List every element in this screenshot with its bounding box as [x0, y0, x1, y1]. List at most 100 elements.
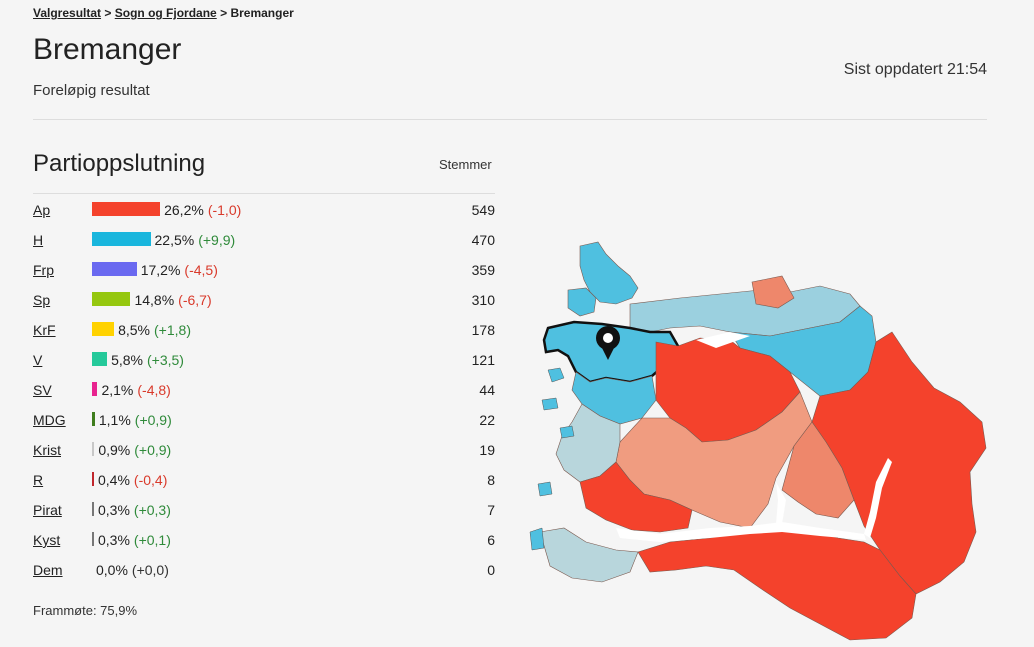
party-row: SV 2,1% (-4,8) 44: [33, 375, 495, 405]
party-row: KrF 8,5% (+1,8) 178: [33, 315, 495, 345]
party-row: Kyst 0,3% (+0,1) 6: [33, 525, 495, 555]
party-percent-value: 0,3%: [98, 532, 130, 548]
party-name-link[interactable]: H: [33, 232, 44, 248]
party-share-bar: [92, 502, 94, 516]
party-change-value: (+0,1): [133, 532, 171, 548]
map-region[interactable]: [567, 287, 597, 317]
party-percentage: 22,5% (+9,9): [155, 232, 236, 248]
party-percentage: 14,8% (-6,7): [134, 292, 211, 308]
municipality-map: [529, 241, 987, 641]
party-votes: 470: [471, 232, 495, 248]
party-percentage: 5,8% (+3,5): [111, 352, 184, 368]
party-row: Dem 0,0% (+0,0) 0: [33, 555, 495, 585]
party-row: Pirat 0,3% (+0,3) 7: [33, 495, 495, 525]
party-name-link[interactable]: Kyst: [33, 532, 61, 548]
party-votes: 0: [487, 562, 495, 578]
party-name-link[interactable]: KrF: [33, 322, 56, 338]
party-votes: 6: [487, 532, 495, 548]
party-percentage: 0,9% (+0,9): [98, 442, 171, 458]
party-votes: 549: [471, 202, 495, 218]
party-share-bar: [92, 352, 108, 366]
party-percentage: 0,4% (-0,4): [98, 472, 167, 488]
party-votes: 44: [479, 382, 495, 398]
party-votes: 8: [487, 472, 495, 488]
party-share-bar: [92, 262, 137, 276]
party-percent-value: 8,5%: [118, 322, 151, 338]
fjord: [776, 482, 786, 524]
party-percent-value: 0,0%: [96, 562, 128, 578]
island: [537, 481, 553, 497]
page-subtitle: Foreløpig resultat: [33, 82, 150, 99]
breadcrumb-separator: >: [104, 6, 112, 20]
party-row: Sp 14,8% (-6,7) 310: [33, 285, 495, 315]
votes-column-header: Stemmer: [439, 157, 492, 172]
party-percentage: 1,1% (+0,9): [99, 412, 172, 428]
party-share-bar: [92, 532, 94, 546]
breadcrumb: Valgresultat > Sogn og Fjordane > Breman…: [33, 6, 294, 20]
party-change-value: (+0,0): [131, 562, 169, 578]
turnout: Frammøte: 75,9%: [33, 603, 138, 618]
map-region[interactable]: [751, 275, 795, 309]
party-share-bar: [92, 292, 131, 306]
party-votes: 359: [471, 262, 495, 278]
party-name-link[interactable]: Ap: [33, 202, 51, 218]
party-name-link[interactable]: Dem: [33, 562, 63, 578]
party-name-link[interactable]: Frp: [33, 262, 54, 278]
island: [541, 397, 559, 411]
party-name-link[interactable]: Sp: [33, 292, 51, 308]
party-row: MDG 1,1% (+0,9) 22: [33, 405, 495, 435]
party-votes: 121: [471, 352, 495, 368]
party-votes: 178: [471, 322, 495, 338]
party-votes: 7: [487, 502, 495, 518]
party-change-value: (+1,8): [154, 322, 191, 338]
map-region[interactable]: [579, 461, 693, 533]
party-share-bar: [92, 382, 98, 396]
party-change-value: (-6,7): [178, 292, 212, 308]
party-votes: 310: [471, 292, 495, 308]
party-votes: 19: [479, 442, 495, 458]
party-percent-value: 26,2%: [164, 202, 204, 218]
party-change-value: (+0,9): [134, 442, 172, 458]
map-pin-icon[interactable]: [596, 326, 620, 360]
island: [559, 425, 575, 439]
party-name-link[interactable]: R: [33, 472, 44, 488]
breadcrumb-link-sogn-og-fjordane[interactable]: Sogn og Fjordane: [114, 6, 217, 20]
party-row: V 5,8% (+3,5) 121: [33, 345, 495, 375]
party-change-value: (+3,5): [147, 352, 184, 368]
party-percentage: 8,5% (+1,8): [118, 322, 191, 338]
island: [547, 367, 565, 383]
party-percent-value: 17,2%: [140, 262, 181, 278]
breadcrumb-separator: >: [220, 6, 228, 20]
party-percentage: 2,1% (-4,8): [101, 382, 170, 398]
party-percentage: 26,2% (-1,0): [164, 202, 241, 218]
party-name-link[interactable]: Pirat: [33, 502, 62, 518]
party-results-list: Ap 26,2% (-1,0) 549 H 22,5% (+9,9) 470 Frp 17,2%(…: [33, 195, 495, 585]
party-name-link[interactable]: V: [33, 352, 43, 368]
island: [529, 527, 545, 551]
results-divider: [33, 193, 495, 194]
map-region[interactable]: [781, 421, 855, 519]
party-name-link[interactable]: SV: [33, 382, 52, 398]
party-share-bar: [92, 322, 115, 336]
breadcrumb-link-valgresultat[interactable]: Valgresultat: [33, 6, 102, 20]
party-name-link[interactable]: Krist: [33, 442, 61, 458]
last-updated: Sist oppdatert 21:54: [843, 61, 987, 78]
party-percent-value: 0,3%: [98, 502, 130, 518]
party-row: Ap 26,2% (-1,0) 549: [33, 195, 495, 225]
party-share-bar: [92, 202, 161, 216]
party-change-value: (-1,0): [207, 202, 242, 218]
map-regions: [539, 241, 987, 641]
map-region[interactable]: [579, 241, 639, 305]
party-row: Frp 17,2% (-4,5) 359: [33, 255, 495, 285]
party-row: Krist 0,9% (+0,9) 19: [33, 435, 495, 465]
party-change-value: (-4,5): [184, 262, 218, 278]
party-percent-value: 1,1%: [98, 412, 131, 428]
page-title: Bremanger: [33, 33, 182, 66]
results-title: Partioppslutning: [33, 150, 206, 177]
party-votes: 22: [479, 412, 495, 428]
party-name-link[interactable]: MDG: [33, 412, 66, 428]
party-row: R 0,4% (-0,4) 8: [33, 465, 495, 495]
party-change-value: (-0,4): [133, 472, 168, 488]
header-divider: [33, 119, 987, 120]
map-region[interactable]: [539, 527, 639, 583]
